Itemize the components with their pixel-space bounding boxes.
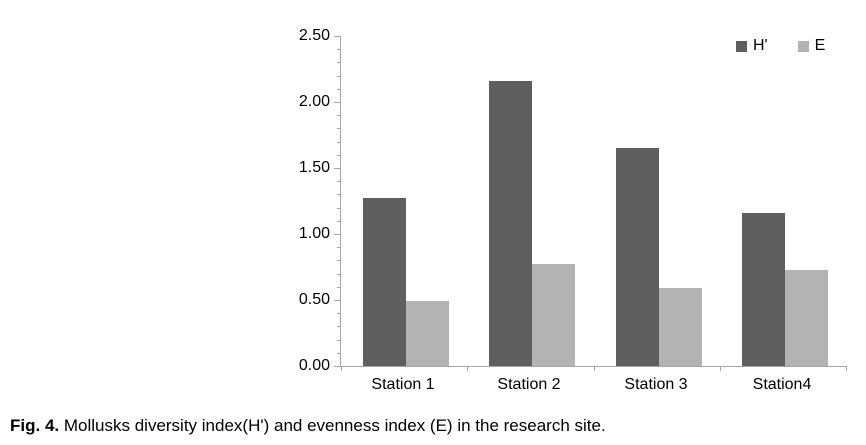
y-axis-minor-tick (337, 326, 340, 327)
plot-area (334, 36, 847, 371)
bar-e-station4 (785, 270, 828, 366)
y-axis-major-tick (334, 168, 340, 169)
y-axis-minor-tick (337, 260, 340, 261)
x-axis-label: Station 2 (497, 376, 561, 393)
legend-entry-e: E (797, 37, 826, 55)
legend-marker-h-icon (736, 40, 747, 52)
y-axis-minor-tick (337, 221, 340, 222)
y-axis-minor-tick (337, 155, 340, 156)
x-axis-tick (467, 366, 468, 371)
y-axis-minor-tick (337, 49, 340, 50)
x-axis-label: Station4 (752, 376, 812, 393)
y-axis-major-tick (334, 102, 340, 103)
bar-h-station-3 (616, 148, 659, 366)
y-axis-minor-tick (337, 274, 340, 275)
x-axis-tick (341, 366, 342, 371)
y-axis-major-tick (334, 36, 340, 37)
y-axis-minor-tick (337, 208, 340, 209)
y-axis-minor-tick (337, 287, 340, 288)
x-axis-tick (720, 366, 721, 371)
y-axis-minor-tick (337, 76, 340, 77)
legend-entry-h: H' (736, 37, 768, 55)
legend-label-h: H' (753, 37, 768, 54)
y-axis-minor-tick (337, 247, 340, 248)
y-axis-major-tick (334, 366, 340, 367)
y-axis-minor-tick (337, 181, 340, 182)
y-axis-minor-tick (337, 89, 340, 90)
x-axis-tick (846, 366, 847, 371)
legend: H' E (736, 37, 825, 55)
y-axis-minor-tick (337, 62, 340, 63)
y-axis-tick-label: 2.00 (298, 93, 330, 110)
caption-text: Mollusks diversity index(H') and evennes… (63, 416, 606, 435)
legend-marker-e-icon (797, 40, 809, 52)
bar-e-station-3 (659, 288, 702, 366)
y-axis-major-tick (334, 234, 340, 235)
bar-e-station-2 (532, 264, 575, 366)
y-axis-minor-tick (337, 194, 340, 195)
y-axis-minor-tick (337, 340, 340, 341)
y-axis-minor-tick (337, 142, 340, 143)
y-axis-minor-tick (337, 128, 340, 129)
y-axis-tick-label: 0.50 (298, 291, 330, 308)
y-axis-major-tick (334, 300, 340, 301)
y-axis-minor-tick (337, 313, 340, 314)
y-axis-tick-label: 1.50 (298, 159, 330, 176)
y-axis-minor-tick (337, 353, 340, 354)
y-axis-minor-tick (337, 115, 340, 116)
x-axis-label: Station 1 (371, 376, 435, 393)
figure-caption: Fig. 4. Mollusks diversity index(H') and… (10, 416, 606, 436)
bar-h-station-1 (363, 198, 406, 366)
bar-h-station4 (742, 213, 785, 366)
bar-h-station-2 (489, 81, 532, 366)
legend-label-e: E (814, 37, 826, 54)
bar-e-station-1 (406, 301, 449, 366)
x-axis-label: Station 3 (624, 376, 688, 393)
x-axis-tick (594, 366, 595, 371)
y-axis-tick-label: 0.00 (298, 357, 330, 374)
y-axis-tick-label: 1.00 (298, 225, 330, 242)
y-axis-tick-label: 2.50 (298, 27, 330, 44)
caption-prefix: Fig. 4. (10, 416, 60, 435)
